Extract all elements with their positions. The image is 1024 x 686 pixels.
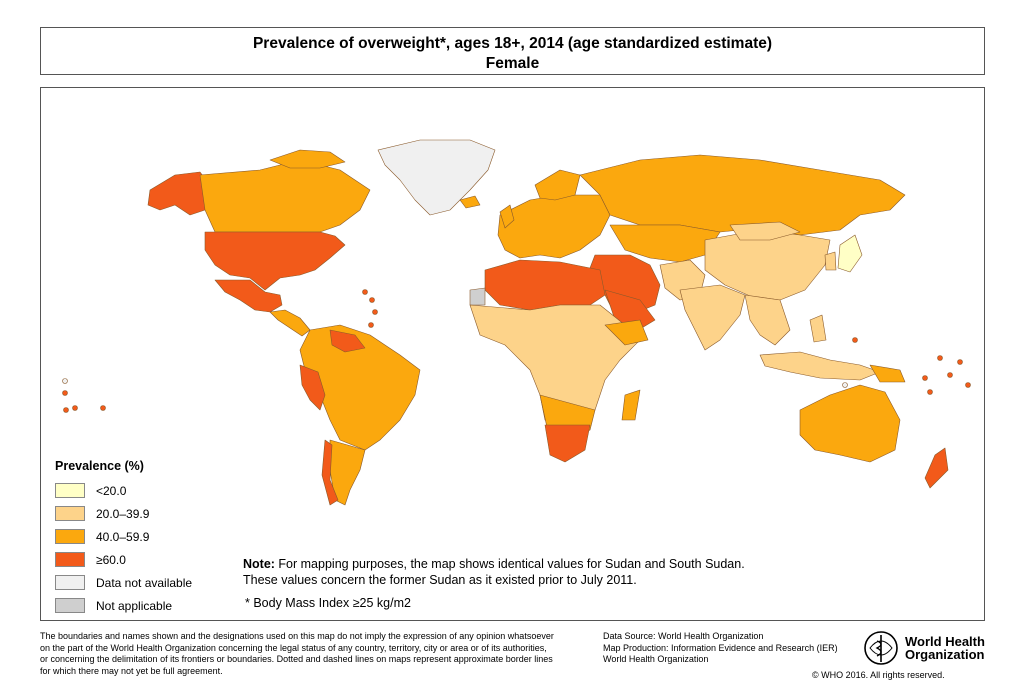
island-dot: [62, 378, 68, 384]
island-dot: [369, 297, 375, 303]
region-chile: [321, 439, 339, 506]
island-dot: [957, 359, 963, 365]
region-venezuela: [329, 329, 366, 353]
region-indonesia: [759, 351, 881, 381]
region-new-zealand: [924, 447, 949, 489]
region-peru: [299, 364, 326, 411]
legend-label: ≥60.0: [96, 552, 126, 567]
region-arctic-islands: [269, 149, 346, 169]
region-korea: [824, 251, 837, 271]
source-line: World Health Organization: [603, 654, 709, 664]
legend-swatch: [55, 552, 85, 567]
legend-swatch: [55, 575, 85, 590]
source-line: Data Source: World Health Organization: [603, 631, 764, 641]
source-line: Map Production: Information Evidence and…: [603, 642, 838, 653]
island-dot: [362, 289, 368, 295]
legend-item: Data not available: [55, 571, 192, 594]
island-dot: [947, 372, 953, 378]
island-dot: [368, 322, 374, 328]
region-chile-argentina: [329, 439, 366, 506]
who-logo: World Health Organization: [862, 628, 990, 668]
region-russia: [579, 154, 906, 236]
legend-label: Not applicable: [96, 598, 173, 613]
legend-item: <20.0: [55, 479, 192, 502]
region-north-africa: [484, 259, 606, 311]
legend-swatch: [55, 529, 85, 544]
island-dot: [922, 375, 928, 381]
region-mongolia: [729, 221, 801, 241]
region-usa: [204, 231, 346, 291]
island-dot: [937, 355, 943, 361]
legend-title: Prevalence (%): [55, 459, 144, 473]
region-europe: [497, 194, 611, 259]
region-australia: [799, 384, 901, 463]
map-subtitle: Female: [485, 55, 540, 72]
region-western-sahara: [469, 287, 486, 306]
legend-label: Data not available: [96, 575, 193, 590]
disclaimer-line: for which there may not yet be full agre…: [40, 665, 223, 676]
map-title: Prevalence of overweight*, ages 18+, 201…: [252, 35, 773, 52]
who-name-line-2: Organization: [905, 647, 985, 662]
island-dot: [372, 309, 378, 315]
island-dot: [852, 337, 858, 343]
legend-label: <20.0: [96, 483, 127, 498]
disclaimer-line: or concerning the delimitation of its fr…: [40, 654, 553, 664]
bmi-footnote: * Body Mass Index ≥25 kg/m2: [245, 596, 411, 610]
island-dot: [100, 405, 106, 411]
region-japan: [837, 234, 863, 273]
legend-item: 20.0–39.9: [55, 502, 192, 525]
region-central-america: [269, 309, 311, 337]
region-south-africa: [544, 424, 591, 463]
island-dot: [63, 407, 69, 413]
data-source: Data Source: World Health Organization M…: [603, 631, 838, 666]
legend-item: 40.0–59.9: [55, 525, 192, 548]
who-name: World Health Organization: [905, 635, 985, 661]
region-southeast-asia: [744, 294, 791, 346]
region-philippines: [809, 314, 827, 343]
island-dot: [842, 382, 848, 388]
region-india: [679, 284, 746, 351]
copyright: © WHO 2016. All rights reserved.: [812, 670, 945, 680]
region-mexico: [214, 279, 283, 313]
island-dot: [62, 390, 68, 396]
disclaimer-line: on the part of the World Health Organiza…: [40, 642, 547, 653]
who-emblem-icon: [864, 631, 898, 665]
region-alaska: [147, 171, 211, 216]
region-iceland: [459, 195, 481, 209]
region-central-asia: [609, 224, 721, 263]
region-horn-of-africa: [604, 319, 649, 346]
who-name-line-1: World Health: [905, 634, 985, 649]
disclaimer: The boundaries and names shown and the d…: [40, 631, 595, 677]
region-png: [869, 364, 906, 383]
region-scandinavia: [534, 169, 581, 201]
legend-swatch: [55, 506, 85, 521]
legend-item: ≥60.0: [55, 548, 192, 571]
legend-item: Not applicable: [55, 594, 192, 617]
legend-label: 20.0–39.9: [96, 506, 150, 521]
disclaimer-line: The boundaries and names shown and the d…: [40, 631, 554, 641]
region-canada: [199, 159, 371, 233]
note-label: Note:: [243, 557, 275, 571]
map-title-box: Prevalence of overweight*, ages 18+, 201…: [40, 27, 985, 75]
island-dot: [965, 382, 971, 388]
legend-swatch: [55, 598, 85, 613]
legend: Prevalence (%) <20.0 20.0–39.9 40.0–59.9…: [55, 459, 192, 617]
map-note: Note: For mapping purposes, the map show…: [243, 556, 745, 588]
region-madagascar: [621, 389, 641, 421]
legend-swatch: [55, 483, 85, 498]
region-uk: [499, 204, 515, 229]
map-frame: [40, 87, 985, 621]
island-dot: [72, 405, 78, 411]
note-line-2: These values concern the former Sudan as…: [243, 573, 637, 587]
legend-label: 40.0–59.9: [96, 529, 150, 544]
island-dot: [927, 389, 933, 395]
note-line-1: For mapping purposes, the map shows iden…: [274, 557, 745, 571]
